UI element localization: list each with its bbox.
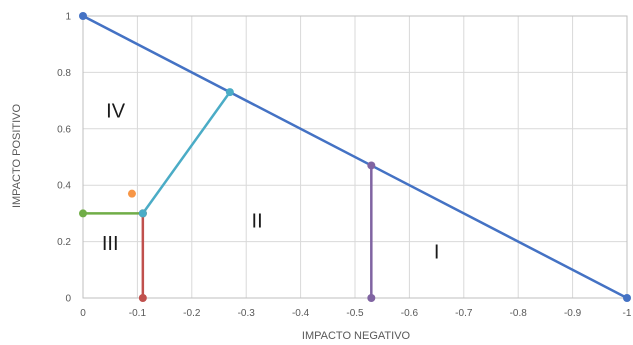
y-axis-title: IMPACTO POSITIVO (11, 104, 23, 209)
x-tick-label: -0.5 (346, 308, 364, 319)
y-tick-label: 0 (65, 294, 71, 305)
y-tick-label: 0.4 (57, 181, 71, 192)
series-point-5 (367, 161, 376, 170)
x-tick-label: -0.4 (292, 308, 310, 319)
x-tick-label: -0.6 (401, 308, 419, 319)
series-point-6 (127, 189, 136, 198)
series-layer (79, 12, 631, 302)
y-tick-label: 0.6 (57, 124, 71, 135)
x-axis-title: IMPACTO NEGATIVO (302, 330, 411, 342)
series-point-4 (225, 88, 234, 97)
x-tick-labels: 0 -0.1 -0.2 -0.3 -0.4 -0.5 -0.6 -0.7 -0.8 -0.9 -1 (80, 308, 632, 319)
y-tick-label: 0.2 (57, 237, 71, 248)
x-tick-label: -0.1 (129, 308, 147, 319)
series-point-4 (138, 209, 147, 218)
x-tick-label: -0.9 (564, 308, 582, 319)
x-tick-label: -0.7 (455, 308, 473, 319)
y-tick-label: 1 (65, 12, 71, 23)
y-tick-labels: 0 0.2 0.4 0.6 0.8 1 (57, 12, 71, 305)
series-point-2 (79, 209, 87, 218)
series-line-1 (81, 14, 629, 300)
series-point-3 (138, 294, 147, 302)
plot-border (82, 15, 628, 299)
y-tick-label: 0.8 (57, 68, 71, 79)
region-label: III (102, 233, 119, 255)
series-point-5 (367, 294, 376, 302)
series-point-1 (79, 12, 87, 20)
series-point-1 (623, 294, 631, 302)
x-tick-label: -0.2 (183, 308, 201, 319)
series-line-4 (141, 90, 232, 215)
region-label: I (434, 242, 440, 264)
region-label: IV (106, 101, 126, 123)
region-label: II (252, 211, 263, 233)
x-tick-label: -0.8 (510, 308, 528, 319)
x-tick-label: -1 (623, 308, 632, 319)
x-tick-label: -0.3 (238, 308, 256, 319)
grid (82, 15, 628, 299)
x-tick-label: 0 (80, 308, 86, 319)
